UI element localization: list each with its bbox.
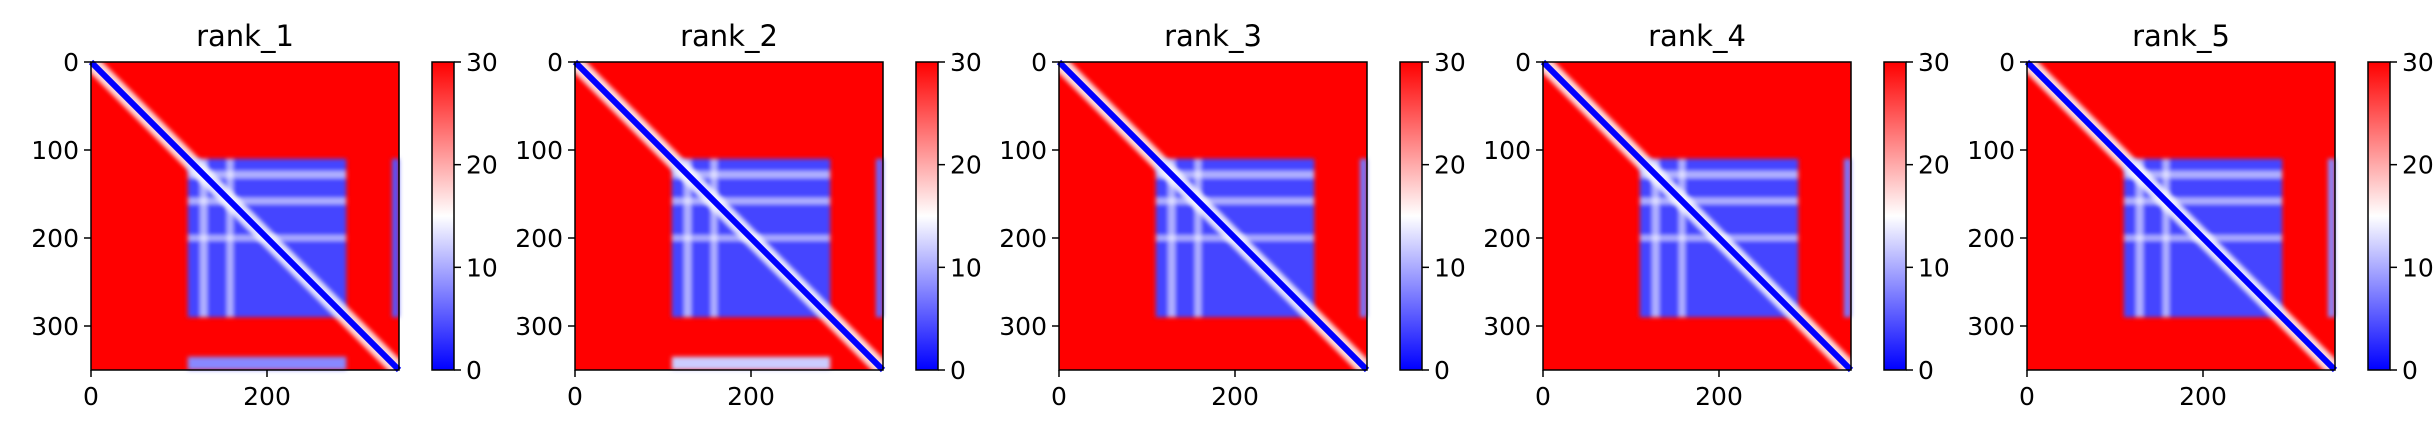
colorbar-tick-label: 30 bbox=[1434, 48, 1466, 77]
x-tick-label: 200 bbox=[243, 382, 291, 411]
panel-4: rank_4 0 200 0 100 200 300 0 10 20 30 bbox=[1483, 19, 1950, 411]
y-tick-label: 100 bbox=[999, 136, 1047, 165]
diagonal bbox=[2024, 59, 2338, 373]
panel-3: rank_3 0 200 0 100 200 300 0 10 20 30 bbox=[999, 19, 1466, 411]
colorbar-tick-label: 20 bbox=[2402, 151, 2434, 180]
colorbar-tick-label: 30 bbox=[950, 48, 982, 77]
heatmap-gap bbox=[1639, 197, 1799, 205]
colorbar-tick-label: 10 bbox=[1918, 253, 1950, 282]
colorbar-tick-label: 10 bbox=[2402, 253, 2434, 282]
y-tick-label: 300 bbox=[1483, 312, 1531, 341]
heatmap-block bbox=[1359, 158, 1367, 318]
y-tick-label: 200 bbox=[31, 224, 79, 253]
heatmap-gap bbox=[1155, 171, 1315, 179]
diagonal bbox=[1056, 59, 1370, 373]
heatmap-block bbox=[671, 356, 831, 370]
panel-title: rank_3 bbox=[1164, 19, 1262, 53]
x-tick-label: 0 bbox=[1535, 382, 1551, 411]
panel-title: rank_2 bbox=[680, 19, 778, 53]
heatmap-gap bbox=[187, 197, 347, 205]
axes-frame bbox=[2026, 61, 2336, 371]
y-tick-label: 200 bbox=[515, 224, 563, 253]
colorbar-frame bbox=[1399, 61, 1423, 371]
y-tick-label: 0 bbox=[1031, 48, 1047, 77]
x-tick-label: 0 bbox=[1051, 382, 1067, 411]
y-tick-label: 300 bbox=[999, 312, 1047, 341]
panel-title: rank_4 bbox=[1648, 19, 1746, 53]
heatmap-gap bbox=[671, 171, 831, 179]
panel-title: rank_5 bbox=[2132, 19, 2230, 53]
colorbar-tick-label: 30 bbox=[1918, 48, 1950, 77]
axes-frame bbox=[90, 61, 400, 371]
diagonal bbox=[572, 59, 886, 373]
heatmap-gap bbox=[187, 171, 347, 179]
panel-1: rank_1 0 200 0 100 200 300 0 10 20 30 bbox=[31, 19, 498, 411]
x-tick-label: 200 bbox=[1695, 382, 1743, 411]
colorbar bbox=[1400, 62, 1422, 370]
colorbar-tick-label: 30 bbox=[466, 48, 498, 77]
colorbar-tick-label: 0 bbox=[950, 356, 966, 385]
colorbar-tick-label: 20 bbox=[950, 151, 982, 180]
colorbar-tick-label: 20 bbox=[466, 151, 498, 180]
x-tick-label: 0 bbox=[2019, 382, 2035, 411]
colorbar-frame bbox=[431, 61, 455, 371]
colorbar-tick-label: 20 bbox=[1434, 151, 1466, 180]
x-tick-label: 200 bbox=[727, 382, 775, 411]
y-tick-label: 300 bbox=[515, 312, 563, 341]
colorbar-tick-label: 20 bbox=[1918, 151, 1950, 180]
panel-5: rank_5 0 200 0 100 200 300 0 10 20 30 bbox=[1967, 19, 2434, 411]
axes-frame bbox=[1058, 61, 1368, 371]
y-tick-label: 100 bbox=[31, 136, 79, 165]
panel-2: rank_2 0 200 0 100 200 300 0 10 20 30 bbox=[515, 19, 982, 411]
colorbar bbox=[2368, 62, 2390, 370]
heatmap-block bbox=[1843, 158, 1851, 318]
heatmap-gap bbox=[2123, 171, 2283, 179]
y-tick-label: 100 bbox=[1483, 136, 1531, 165]
panel-title: rank_1 bbox=[196, 19, 294, 53]
x-tick-label: 0 bbox=[83, 382, 99, 411]
diagonal bbox=[1540, 59, 1854, 373]
colorbar-tick-label: 0 bbox=[466, 356, 482, 385]
colorbar bbox=[1884, 62, 1906, 370]
axes-frame bbox=[574, 61, 884, 371]
x-tick-label: 200 bbox=[1211, 382, 1259, 411]
diagonal bbox=[88, 59, 402, 373]
heatmap-block bbox=[875, 158, 883, 318]
y-tick-label: 300 bbox=[1967, 312, 2015, 341]
colorbar-tick-label: 0 bbox=[1434, 356, 1450, 385]
colorbar-frame bbox=[2367, 61, 2391, 371]
colorbar-tick-label: 10 bbox=[466, 253, 498, 282]
y-tick-label: 0 bbox=[1515, 48, 1531, 77]
y-tick-label: 0 bbox=[1999, 48, 2015, 77]
colorbar-tick-label: 0 bbox=[2402, 356, 2418, 385]
colorbar bbox=[916, 62, 938, 370]
colorbar-frame bbox=[1883, 61, 1907, 371]
y-tick-label: 0 bbox=[63, 48, 79, 77]
colorbar bbox=[432, 62, 454, 370]
colorbar-tick-label: 30 bbox=[2402, 48, 2434, 77]
colorbar-tick-label: 0 bbox=[1918, 356, 1934, 385]
heatmap-block bbox=[187, 356, 347, 370]
y-tick-label: 100 bbox=[1967, 136, 2015, 165]
x-tick-label: 200 bbox=[2179, 382, 2227, 411]
y-tick-label: 300 bbox=[31, 312, 79, 341]
colorbar-frame bbox=[915, 61, 939, 371]
heatmap-gap bbox=[1155, 197, 1315, 205]
axes-frame bbox=[1542, 61, 1852, 371]
heatmap-gap bbox=[2123, 197, 2283, 205]
y-tick-label: 100 bbox=[515, 136, 563, 165]
heatmap-block bbox=[391, 158, 399, 318]
colorbar-tick-label: 10 bbox=[1434, 253, 1466, 282]
y-tick-label: 200 bbox=[1967, 224, 2015, 253]
y-tick-label: 0 bbox=[547, 48, 563, 77]
heatmap-block bbox=[2327, 158, 2335, 318]
colorbar-tick-label: 10 bbox=[950, 253, 982, 282]
y-tick-label: 200 bbox=[999, 224, 1047, 253]
heatmap-gap bbox=[671, 197, 831, 205]
x-tick-label: 0 bbox=[567, 382, 583, 411]
heatmap-gap bbox=[1639, 171, 1799, 179]
y-tick-label: 200 bbox=[1483, 224, 1531, 253]
